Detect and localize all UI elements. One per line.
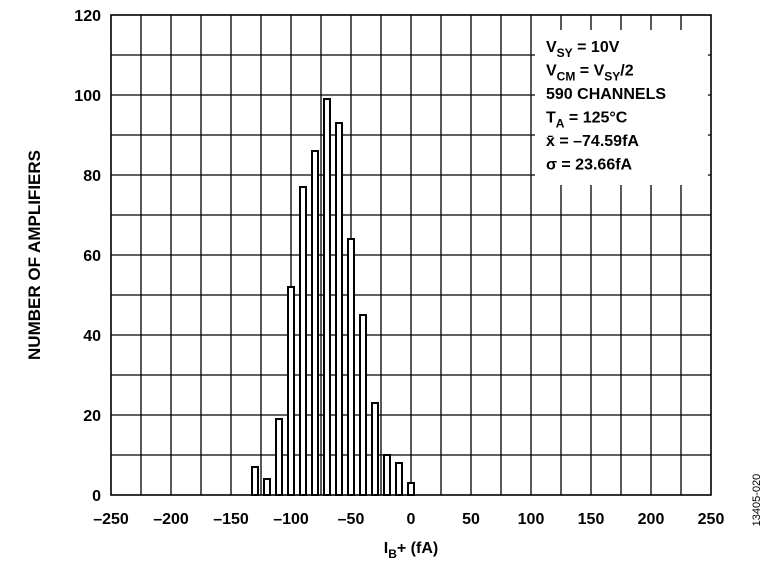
y-tick-label: 120 [74, 8, 101, 25]
x-tick-label: –200 [153, 511, 189, 528]
x-tick-label: –150 [213, 511, 249, 528]
subscript: B [388, 547, 397, 561]
text-part: = 125°C [564, 110, 627, 127]
annotation-line: TA = 125°C [546, 110, 628, 131]
x-tick-label: 250 [698, 511, 725, 528]
x-tick-label: –100 [273, 511, 309, 528]
annotation-line: σ = 23.66fA [546, 157, 633, 174]
text-part: V [546, 63, 557, 80]
annotation-line: x̄ = –74.59fA [546, 133, 639, 150]
y-tick-label: 40 [83, 328, 101, 345]
bar [275, 418, 283, 496]
text-part: V [546, 39, 557, 56]
bar [395, 462, 403, 496]
x-tick-label: 150 [578, 511, 605, 528]
text-part: + (fA) [397, 540, 438, 557]
y-tick-label: 20 [83, 408, 101, 425]
annotation-box [535, 30, 708, 185]
text-part: σ = 23.66fA [546, 157, 633, 174]
bar [299, 186, 307, 496]
text-part: = V [575, 63, 604, 80]
x-tick-label: –50 [338, 511, 365, 528]
bar [407, 482, 415, 496]
text-part: I [384, 540, 388, 557]
y-tick-label: 100 [74, 88, 101, 105]
bar [311, 150, 319, 496]
bar [371, 402, 379, 496]
x-tick-label: 0 [407, 511, 416, 528]
bar [383, 454, 391, 496]
y-tick-label: 60 [83, 248, 101, 265]
subscript: CM [557, 70, 576, 84]
subscript: SY [604, 70, 620, 84]
y-tick-label: 80 [83, 168, 101, 185]
x-axis-label: IB+ (fA) [384, 540, 438, 561]
y-tick-label: 0 [92, 488, 101, 505]
subscript: SY [557, 46, 573, 60]
bar [335, 122, 343, 496]
figure-id: 13405-020 [751, 474, 763, 527]
annotation-line: 590 CHANNELS [546, 86, 666, 103]
bar [359, 314, 367, 496]
subscript: A [556, 117, 565, 131]
annotation-line: VCM = VSY/2 [546, 63, 634, 84]
text-part: = 10V [573, 39, 620, 56]
text-part: /2 [620, 63, 633, 80]
y-axis-label: NUMBER OF AMPLIFIERS [25, 150, 44, 360]
x-tick-label: 200 [638, 511, 665, 528]
annotation-line: VSY = 10V [546, 39, 620, 60]
text-part: x̄ = –74.59fA [546, 133, 639, 150]
x-tick-label: 100 [518, 511, 545, 528]
bar [347, 238, 355, 496]
bar [251, 466, 259, 496]
x-tick-label: 50 [462, 511, 480, 528]
x-tick-label: –250 [93, 511, 129, 528]
text-part: 590 CHANNELS [546, 86, 666, 103]
bar [263, 478, 271, 496]
bar [287, 286, 295, 496]
bar [323, 98, 331, 496]
text-part: T [546, 110, 556, 127]
